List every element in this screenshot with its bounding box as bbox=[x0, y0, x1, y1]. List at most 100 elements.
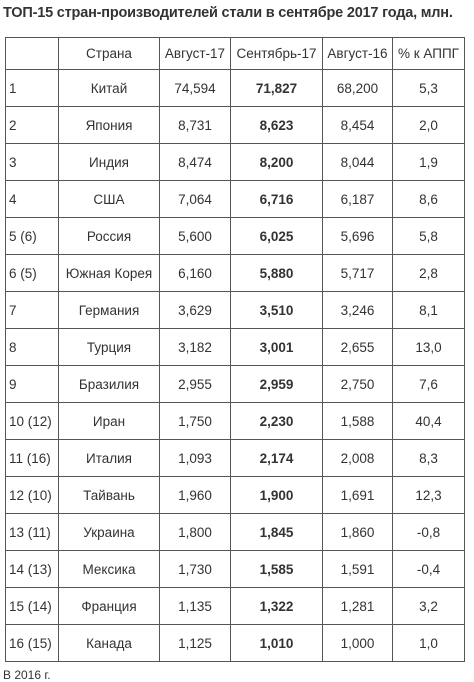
table-row: 9 Бразилия 2,955 2,959 2,750 7,6 bbox=[5, 365, 465, 403]
cell-aug16: 2,008 bbox=[322, 439, 393, 477]
cell-country: Южная Корея bbox=[58, 254, 160, 292]
cell-country: Бразилия bbox=[58, 365, 160, 403]
cell-aug17: 8,474 bbox=[159, 143, 231, 181]
cell-country: Франция bbox=[58, 587, 160, 625]
cell-sep17: 2,174 bbox=[230, 439, 323, 477]
cell-sep17: 6,025 bbox=[230, 217, 323, 255]
cell-rank: 15 (14) bbox=[5, 587, 59, 625]
table-row: 8 Турция 3,182 3,001 2,655 13,0 bbox=[5, 328, 465, 366]
cell-aug16: 1,281 bbox=[322, 587, 393, 625]
steel-production-table: Страна Август-17 Сентябрь-17 Август-16 %… bbox=[5, 37, 465, 662]
cell-rank: 16 (15) bbox=[5, 624, 59, 662]
cell-country: Тайвань bbox=[58, 476, 160, 514]
cell-yoy: 1,0 bbox=[392, 624, 465, 662]
cell-aug17: 1,093 bbox=[159, 439, 231, 477]
cell-sep17: 3,001 bbox=[230, 328, 323, 366]
cell-aug16: 1,000 bbox=[322, 624, 393, 662]
cell-yoy: -0,8 bbox=[392, 513, 465, 551]
cell-yoy: 8,3 bbox=[392, 439, 465, 477]
cell-rank: 4 bbox=[5, 180, 59, 218]
cell-sep17: 1,010 bbox=[230, 624, 323, 662]
page-title: ТОП-15 стран-производителей стали в сент… bbox=[3, 5, 453, 21]
cell-rank: 1 bbox=[5, 69, 59, 107]
cell-aug17: 1,135 bbox=[159, 587, 231, 625]
cell-rank: 13 (11) bbox=[5, 513, 59, 551]
cell-sep17: 71,827 bbox=[230, 69, 323, 107]
cell-aug16: 2,655 bbox=[322, 328, 393, 366]
cell-yoy: 13,0 bbox=[392, 328, 465, 366]
cell-sep17: 5,880 bbox=[230, 254, 323, 292]
cell-aug17: 1,125 bbox=[159, 624, 231, 662]
cell-rank: 7 bbox=[5, 291, 59, 329]
cell-yoy: 5,3 bbox=[392, 69, 465, 107]
cell-rank: 3 bbox=[5, 143, 59, 181]
cell-aug17: 3,629 bbox=[159, 291, 231, 329]
table-row: 5 (6) Россия 5,600 6,025 5,696 5,8 bbox=[5, 217, 465, 255]
cell-yoy: 2,0 bbox=[392, 106, 465, 144]
cell-rank: 6 (5) bbox=[5, 254, 59, 292]
cell-aug17: 1,960 bbox=[159, 476, 231, 514]
cell-rank: 10 (12) bbox=[5, 402, 59, 440]
cell-country: Мексика bbox=[58, 550, 160, 588]
cell-aug17: 5,600 bbox=[159, 217, 231, 255]
header-sep17: Сентябрь-17 bbox=[230, 37, 323, 70]
cell-country: Канада bbox=[58, 624, 160, 662]
cell-sep17: 1,845 bbox=[230, 513, 323, 551]
cell-country: Индия bbox=[58, 143, 160, 181]
cell-yoy: 3,2 bbox=[392, 587, 465, 625]
cell-aug17: 6,160 bbox=[159, 254, 231, 292]
cell-sep17: 6,716 bbox=[230, 180, 323, 218]
cell-aug16: 68,200 bbox=[322, 69, 393, 107]
table-header-row: Страна Август-17 Сентябрь-17 Август-16 %… bbox=[5, 37, 465, 70]
cell-aug17: 1,750 bbox=[159, 402, 231, 440]
table-row: 7 Германия 3,629 3,510 3,246 8,1 bbox=[5, 291, 465, 329]
cell-country: США bbox=[58, 180, 160, 218]
header-country: Страна bbox=[58, 37, 160, 70]
cell-aug16: 8,454 bbox=[322, 106, 393, 144]
table-row: 3 Индия 8,474 8,200 8,044 1,9 bbox=[5, 143, 465, 181]
cell-country: Италия bbox=[58, 439, 160, 477]
table-row: 4 США 7,064 6,716 6,187 8,6 bbox=[5, 180, 465, 218]
cell-rank: 8 bbox=[5, 328, 59, 366]
cell-yoy: 7,6 bbox=[392, 365, 465, 403]
cell-aug17: 7,064 bbox=[159, 180, 231, 218]
cell-yoy: 12,3 bbox=[392, 476, 465, 514]
table-row: 13 (11) Украина 1,800 1,845 1,860 -0,8 bbox=[5, 513, 465, 551]
cell-yoy: 8,6 bbox=[392, 180, 465, 218]
table-row: 14 (13) Мексика 1,730 1,585 1,591 -0,4 bbox=[5, 550, 465, 588]
cell-aug16: 1,691 bbox=[322, 476, 393, 514]
cell-aug17: 2,955 bbox=[159, 365, 231, 403]
table-row: 2 Япония 8,731 8,623 8,454 2,0 bbox=[5, 106, 465, 144]
header-aug17: Август-17 bbox=[159, 37, 231, 70]
cell-country: Украина bbox=[58, 513, 160, 551]
cell-country: Япония bbox=[58, 106, 160, 144]
cell-aug16: 1,591 bbox=[322, 550, 393, 588]
cell-country: Турция bbox=[58, 328, 160, 366]
cell-sep17: 8,623 bbox=[230, 106, 323, 144]
cell-rank: 2 bbox=[5, 106, 59, 144]
cell-aug17: 1,800 bbox=[159, 513, 231, 551]
cell-aug16: 5,696 bbox=[322, 217, 393, 255]
cell-aug17: 3,182 bbox=[159, 328, 231, 366]
header-rank bbox=[5, 37, 59, 70]
cell-aug16: 1,588 bbox=[322, 402, 393, 440]
table-row: 16 (15) Канада 1,125 1,010 1,000 1,0 bbox=[5, 624, 465, 662]
table-row: 1 Китай 74,594 71,827 68,200 5,3 bbox=[5, 69, 465, 107]
cell-rank: 5 (6) bbox=[5, 217, 59, 255]
cell-yoy: -0,4 bbox=[392, 550, 465, 588]
footnote: В 2016 г. bbox=[3, 668, 51, 682]
cell-sep17: 2,230 bbox=[230, 402, 323, 440]
cell-rank: 11 (16) bbox=[5, 439, 59, 477]
cell-aug16: 5,717 bbox=[322, 254, 393, 292]
cell-sep17: 1,585 bbox=[230, 550, 323, 588]
cell-aug16: 1,860 bbox=[322, 513, 393, 551]
table-row: 10 (12) Иран 1,750 2,230 1,588 40,4 bbox=[5, 402, 465, 440]
cell-country: Китай bbox=[58, 69, 160, 107]
header-yoy: % к АППГ bbox=[392, 37, 465, 70]
cell-aug16: 2,750 bbox=[322, 365, 393, 403]
cell-aug17: 1,730 bbox=[159, 550, 231, 588]
cell-country: Россия bbox=[58, 217, 160, 255]
cell-rank: 9 bbox=[5, 365, 59, 403]
cell-country: Иран bbox=[58, 402, 160, 440]
cell-yoy: 1,9 bbox=[392, 143, 465, 181]
